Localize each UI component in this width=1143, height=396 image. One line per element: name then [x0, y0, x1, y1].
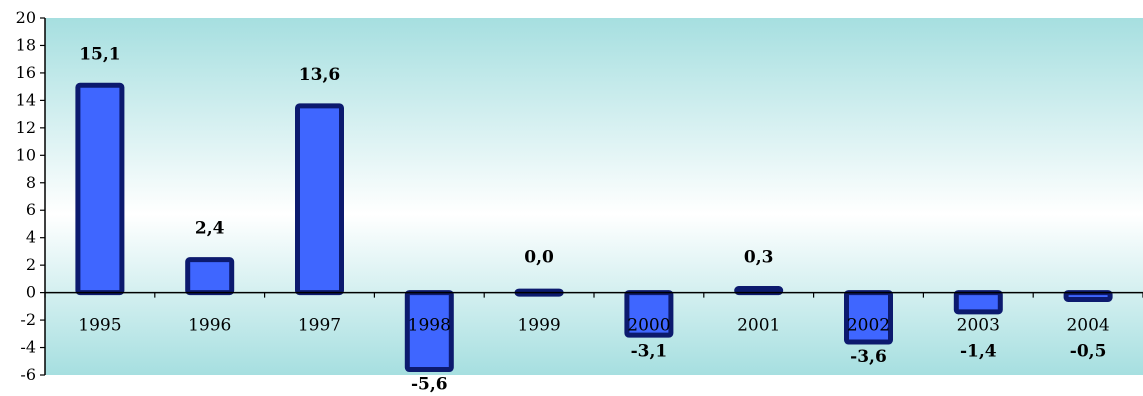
- category-label: 1997: [298, 316, 341, 336]
- category-label: 2003: [957, 316, 1000, 336]
- category-label: 2000: [627, 316, 670, 336]
- category-label: 2002: [847, 316, 890, 336]
- category-label: 2004: [1066, 316, 1109, 336]
- x-axis: [44, 291, 1143, 298]
- data-label: 15,1: [79, 44, 120, 64]
- data-label: 0,0: [524, 248, 554, 268]
- bar-2003: [953, 290, 1003, 315]
- category-label: 1998: [408, 316, 451, 336]
- data-label: -3,1: [631, 342, 668, 362]
- bar-2004: [1063, 290, 1113, 302]
- y-tick-label: -2: [20, 310, 36, 329]
- data-labels: 15,1 2,4 13,6 -5,6 0,0 -3,1 0,3 -3,6 -1,4 -0,5: [79, 44, 1106, 394]
- bar-1997: [295, 103, 344, 296]
- y-tick-label: -4: [20, 338, 36, 357]
- category-label: 1995: [78, 316, 121, 336]
- y-tick-label: 16: [16, 63, 36, 82]
- y-tick-label: 4: [26, 228, 36, 247]
- y-tick-label: -6: [20, 365, 36, 384]
- data-label: 13,6: [299, 65, 340, 85]
- y-tick-label: 14: [16, 90, 36, 109]
- y-tick-label: 2: [26, 255, 36, 274]
- category-label: 2001: [737, 316, 780, 336]
- data-label: -5,6: [411, 375, 448, 395]
- data-label: 0,3: [744, 247, 774, 267]
- bar-1995: [75, 82, 125, 296]
- y-axis: -6 -4 -2 0 2 4 6 8 10 12 14 16 18 20: [16, 8, 46, 384]
- category-labels: 1995 1996 1997 1998 1999 2000 2001 2002 2003 2004: [78, 316, 1109, 336]
- bar-1996: [185, 257, 235, 296]
- y-tick-label: 12: [16, 118, 36, 137]
- category-label: 1996: [188, 316, 231, 336]
- data-label: -3,6: [850, 347, 887, 367]
- y-tick-label: 8: [26, 173, 36, 192]
- y-tick-label: 20: [16, 8, 36, 27]
- plot-area: [45, 18, 1143, 375]
- data-label: -1,4: [960, 342, 997, 362]
- y-tick-label: 10: [16, 145, 36, 164]
- y-tick-label: 6: [26, 200, 36, 219]
- data-label: -0,5: [1070, 342, 1107, 362]
- category-label: 1999: [517, 316, 560, 336]
- data-label: 2,4: [195, 219, 225, 239]
- y-tick-label: 18: [16, 35, 36, 54]
- y-tick-label: 0: [26, 283, 36, 302]
